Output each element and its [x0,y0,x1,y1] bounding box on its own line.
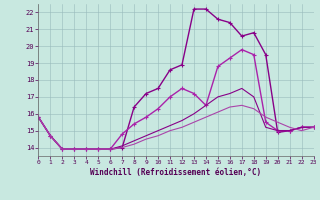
X-axis label: Windchill (Refroidissement éolien,°C): Windchill (Refroidissement éolien,°C) [91,168,261,177]
